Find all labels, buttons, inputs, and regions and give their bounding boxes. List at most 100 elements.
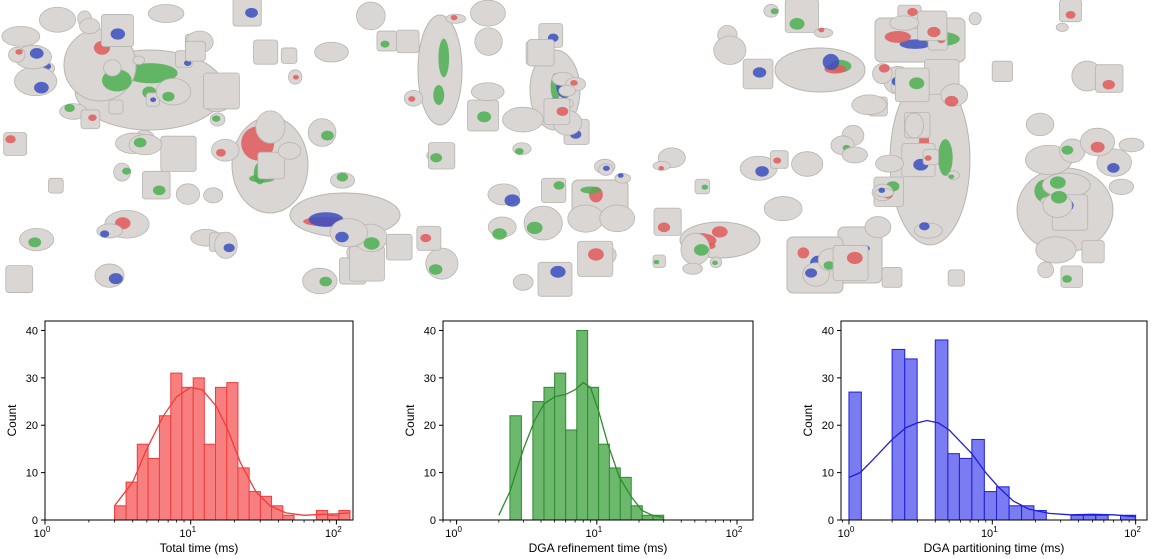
histogram-bar (136, 443, 149, 521)
x-tick-label: 101 (179, 525, 196, 540)
histogram-bar (1095, 514, 1109, 521)
model-texture-patch (215, 148, 226, 157)
model-object (904, 112, 924, 139)
model-object (155, 78, 192, 106)
model-texture-patch (797, 247, 810, 259)
model-object (541, 177, 567, 204)
model-texture-patch (712, 260, 718, 266)
y-tick-label: 20 (26, 420, 38, 432)
y-tick-label: 40 (26, 325, 38, 337)
model-object (1059, 0, 1082, 23)
model-object (470, 0, 506, 27)
model-texture-patch (927, 26, 941, 38)
y-tick-label: 10 (26, 468, 38, 480)
x-axis-label: DGA refinement time (ms) (529, 541, 668, 555)
model-texture-patch (64, 103, 75, 113)
histogram-bar (641, 514, 654, 521)
model-texture-patch (492, 228, 507, 240)
model-texture-patch (919, 222, 930, 231)
model-texture-patch (556, 106, 569, 116)
histogram-bar (543, 386, 556, 521)
model-texture-patch (123, 63, 178, 84)
histogram-bar (1070, 514, 1084, 521)
model-object (774, 47, 866, 93)
model-object (864, 216, 892, 239)
histogram-bar (904, 358, 918, 521)
model-texture-patch (245, 7, 258, 18)
model-object (425, 247, 459, 280)
histogram-bar (327, 514, 340, 521)
model-texture-patch (944, 95, 959, 107)
model-object (211, 138, 240, 162)
model-object (1096, 148, 1132, 177)
model-texture-patch (580, 186, 601, 194)
model-texture-patch (122, 167, 132, 175)
histogram-bar (848, 391, 862, 521)
model-texture-patch (1107, 163, 1120, 173)
histogram-bar (947, 453, 960, 521)
model-texture-patch (805, 268, 818, 278)
histogram-bar (181, 386, 194, 521)
model-texture-patch (514, 147, 524, 155)
y-axis-label: Count (801, 404, 815, 437)
x-tick-label: 101 (585, 525, 602, 540)
model-texture-patch (408, 96, 416, 102)
model-object (356, 1, 386, 31)
model-texture-patch (907, 7, 918, 17)
model-object (3, 132, 28, 156)
x-tick-label: 100 (34, 525, 51, 540)
model-object (386, 233, 413, 261)
model-texture-patch (693, 244, 709, 256)
model-texture-patch (617, 173, 624, 178)
model-object (599, 204, 636, 233)
model-texture-patch (1090, 141, 1105, 153)
model-texture-patch (162, 91, 175, 102)
y-tick-label: 0 (32, 515, 38, 527)
histogram-bar (248, 491, 261, 521)
model-texture-patch (433, 85, 445, 105)
histogram-bar (158, 415, 172, 521)
model-texture-patch (5, 135, 16, 144)
model-texture-patch (420, 233, 432, 243)
histogram-bar (1082, 514, 1097, 521)
model-object (132, 55, 146, 65)
model-texture-patch (504, 194, 521, 207)
model-texture-patch (430, 153, 443, 163)
histogram-bar (619, 476, 632, 521)
model-object (763, 196, 803, 222)
model-texture-patch (823, 261, 835, 270)
histogram-bar (598, 443, 610, 521)
model-texture-patch (450, 14, 458, 21)
model-object (108, 99, 124, 115)
model-texture-patch (438, 38, 450, 78)
histogram-bar (1008, 505, 1023, 521)
model-object (841, 146, 868, 164)
model-object (329, 218, 368, 248)
histogram-bar (565, 429, 578, 521)
histogram-bar (576, 329, 589, 521)
model-texture-patch (822, 53, 840, 70)
y-tick-label: 10 (424, 468, 436, 480)
model-object (1118, 137, 1145, 153)
model-object (257, 151, 285, 180)
histogram-3: 0 10 20 30 40 100 101 102 DGA partitioning time … (801, 320, 1148, 555)
model-object (253, 39, 279, 65)
histogram-bar (170, 372, 183, 521)
model-texture-patch (553, 181, 565, 190)
model-texture-patch (108, 273, 123, 285)
histogram-bar (509, 415, 522, 521)
histogram-bar (203, 443, 217, 521)
model-object (396, 29, 420, 54)
plot-frame (840, 320, 1148, 521)
histogram-2: 0 10 20 30 40 100 101 102 DGA refinement time (m… (403, 320, 754, 555)
model-object (314, 41, 349, 63)
y-tick-label: 30 (424, 373, 436, 385)
model-texture-patch (550, 265, 566, 278)
model-object (5, 265, 34, 293)
y-tick-label: 30 (822, 373, 834, 385)
model-texture-patch (526, 221, 543, 235)
histogram-1: 0 10 20 30 40 100 101 102 Total time (ms) Count (5, 320, 354, 555)
model-object (889, 15, 920, 31)
x-tick-label: 101 (981, 525, 998, 540)
